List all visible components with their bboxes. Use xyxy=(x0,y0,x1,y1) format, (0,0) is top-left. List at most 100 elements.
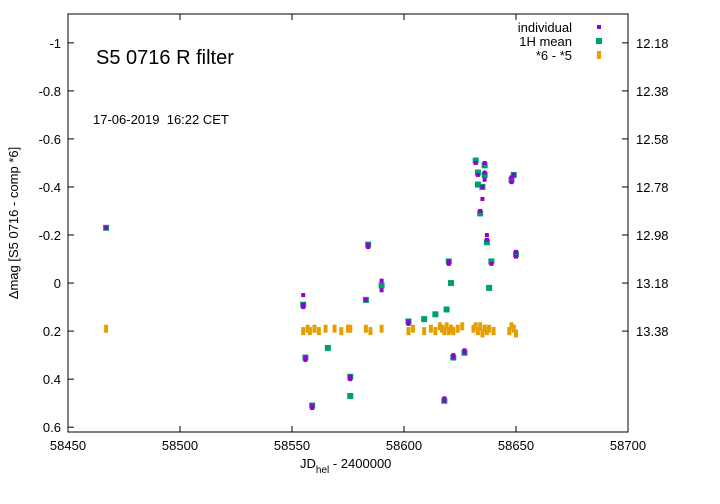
y2-tick-label: 12.38 xyxy=(636,84,669,99)
data-point-tall-rect xyxy=(460,322,465,331)
x-tick-label: 58500 xyxy=(162,438,198,453)
data-point-tall-rect xyxy=(428,324,433,333)
data-point-tall-rect xyxy=(480,329,485,338)
y-tick-label: -0.2 xyxy=(39,228,61,243)
data-point-small-square xyxy=(514,254,518,259)
x-axis-ticks: 58450 58500 58550 58600 58650 58700 xyxy=(50,14,646,453)
data-point-small-square xyxy=(475,172,480,177)
data-point-tall-rect xyxy=(332,324,337,333)
x-tick-label: 58600 xyxy=(386,438,422,453)
x-axis-label: JDhel - 2400000 xyxy=(300,456,391,476)
y-tick-label: 0.6 xyxy=(43,420,61,435)
data-point-tall-rect xyxy=(410,324,415,333)
chart-title: S5 0716 R filter xyxy=(96,47,234,69)
data-point-small-square xyxy=(310,405,315,410)
data-point-small-square xyxy=(379,278,384,283)
data-point-small-square xyxy=(442,398,447,403)
data-point-square xyxy=(472,157,479,164)
data-point-tall-rect xyxy=(471,324,476,333)
data-point-tall-rect xyxy=(323,324,328,333)
legend-label: *6 - *5 xyxy=(536,48,572,63)
data-point-square xyxy=(481,171,488,178)
y-tick-label: 0.4 xyxy=(43,372,61,387)
data-point-tall-rect xyxy=(487,324,492,333)
y2-tick-label: 12.18 xyxy=(636,36,669,51)
data-point-small-square xyxy=(348,377,353,382)
data-point-small-square xyxy=(442,396,447,401)
data-point-small-square xyxy=(446,259,451,264)
data-point-square xyxy=(483,239,490,246)
data-point-small-square xyxy=(379,288,384,293)
data-point-tall-rect xyxy=(104,324,109,333)
data-point-tall-rect xyxy=(514,329,518,338)
data-point-tall-rect xyxy=(511,324,516,333)
data-point-tall-rect xyxy=(440,324,445,333)
data-point-tall-rect xyxy=(307,327,312,336)
y2-tick-label: 12.78 xyxy=(636,180,669,195)
data-point-small-square xyxy=(363,297,368,302)
data-point-tall-rect xyxy=(509,322,514,331)
data-point-tall-rect xyxy=(437,322,442,331)
data-point-square xyxy=(443,306,450,313)
y-tick-label: -0.4 xyxy=(39,180,61,195)
data-point-small-square xyxy=(104,225,109,230)
x-axis-label-tail: - 2400000 xyxy=(329,456,391,471)
data-point-tall-rect xyxy=(449,324,454,333)
legend-label: 1H mean xyxy=(519,34,572,49)
data-point-tall-rect xyxy=(346,324,350,333)
data-point-small-square xyxy=(482,170,487,175)
data-point-tall-rect xyxy=(316,327,321,336)
data-point-small-square xyxy=(366,245,371,250)
data-point-tall-rect xyxy=(339,327,344,336)
y-tick-label: -0.6 xyxy=(39,132,61,147)
data-point-small-square xyxy=(484,233,489,238)
data-point-small-square xyxy=(514,249,518,254)
data-point-tall-rect xyxy=(482,324,487,333)
data-point-small-square xyxy=(482,177,487,182)
data-point-tall-rect xyxy=(363,324,368,333)
y-tick-label: 0 xyxy=(54,276,61,291)
y-axis-ticks: -1 -0.8 -0.6 -0.4 -0.2 0 0.2 0.4 0.6 xyxy=(39,36,74,435)
data-point-tall-rect xyxy=(368,327,373,336)
data-point-square xyxy=(486,284,493,291)
x-tick-label: 58650 xyxy=(498,438,534,453)
data-point-tall-rect xyxy=(422,327,427,336)
data-point-small-square xyxy=(310,403,315,408)
data-point-small-square xyxy=(482,160,487,165)
legend-marker xyxy=(597,25,601,29)
data-point-square xyxy=(474,181,481,188)
y-tick-label: -0.8 xyxy=(39,84,61,99)
y2-tick-label: 12.58 xyxy=(636,132,669,147)
x-tick-label: 58550 xyxy=(274,438,310,453)
data-point-tall-rect xyxy=(473,322,478,331)
x-tick-label: 58700 xyxy=(610,438,646,453)
data-point-square xyxy=(513,251,519,258)
data-point-square xyxy=(474,169,481,176)
x-tick-label: 58450 xyxy=(50,438,86,453)
data-point-tall-rect xyxy=(444,322,449,331)
data-point-square xyxy=(488,258,495,265)
data-point-tall-rect xyxy=(455,324,460,333)
data-point-tall-rect xyxy=(491,327,496,336)
data-point-tall-rect xyxy=(379,324,384,333)
plot-frame xyxy=(67,13,629,433)
data-point-square xyxy=(432,311,439,318)
y-tick-label: 0.2 xyxy=(43,324,61,339)
data-point-small-square xyxy=(406,321,411,326)
data-point-small-square xyxy=(509,180,514,185)
data-point-small-square xyxy=(473,160,478,165)
x-axis-label-main: JD xyxy=(300,456,316,471)
data-point-small-square xyxy=(301,302,306,307)
data-point-tall-rect xyxy=(484,327,489,336)
data-point-square xyxy=(378,282,385,289)
data-point-small-square xyxy=(446,261,451,266)
data-point-square xyxy=(421,316,428,323)
legend-marker xyxy=(597,51,601,59)
data-point-small-square xyxy=(406,319,411,324)
data-point-small-square xyxy=(484,237,489,242)
data-point-small-square xyxy=(478,208,483,213)
data-point-small-square xyxy=(480,196,485,201)
data-points xyxy=(103,157,519,410)
data-point-tall-rect xyxy=(478,322,483,331)
